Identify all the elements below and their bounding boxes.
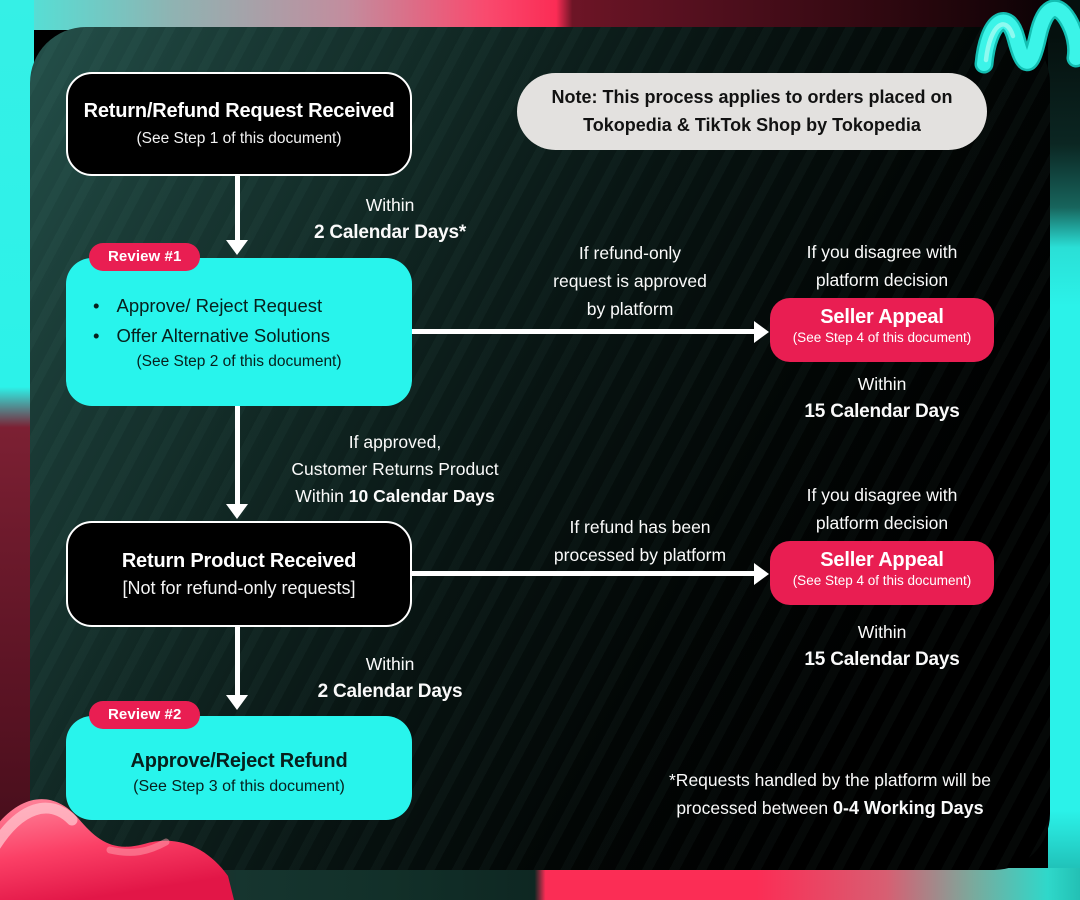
label-line-mixed: Within 10 Calendar Days xyxy=(295,486,495,506)
bullet-item: • Approve/ Reject Request xyxy=(93,291,412,321)
bullet-dot-icon: • xyxy=(93,325,100,346)
arrow-down-3 xyxy=(235,627,240,696)
frame-bottom-gradient xyxy=(0,868,1080,900)
label-within-2-days: Within 2 Calendar Days* xyxy=(313,195,467,243)
node-request-received: Return/Refund Request Received (See Step… xyxy=(66,72,412,176)
arrow-right-2-head xyxy=(754,563,769,585)
review-2-badge: Review #2 xyxy=(89,701,201,729)
arrow-right-2 xyxy=(412,571,756,576)
label-refund-only: If refund-only request is approved by pl… xyxy=(553,243,707,319)
review-1-bullet-list: • Approve/ Reject Request • Offer Alternat… xyxy=(66,291,412,351)
node-title: Return Product Received xyxy=(121,549,357,572)
arrow-down-2-head xyxy=(226,504,248,519)
frame-right-gradient xyxy=(1048,0,1080,900)
note-line-2: Tokopedia & TikTok Shop by Tokopedia xyxy=(583,114,921,135)
bullet-dot-icon: • xyxy=(93,295,100,316)
label-refund-processed: If refund has been processed by platform xyxy=(553,517,727,565)
appeal-subtitle: (See Step 4 of this document) xyxy=(792,573,972,588)
node-seller-appeal-1: Seller Appeal (See Step 4 of this docume… xyxy=(770,298,994,362)
arrow-right-1-head xyxy=(754,321,769,343)
review-2-subtitle: (See Step 3 of this document) xyxy=(133,778,345,795)
frame-left-gradient xyxy=(0,0,34,900)
review-2-title: Approve/Reject Refund xyxy=(130,750,348,772)
note-pill: Note: This process applies to orders pla… xyxy=(517,73,987,150)
bullet-item: • Offer Alternative Solutions xyxy=(93,321,412,351)
label-customer-returns: If approved, Customer Returns Product Wi… xyxy=(272,429,518,510)
node-review-1: Review #1 • Approve/ Reject Request • Offe… xyxy=(66,243,412,406)
node-return-received: Return Product Received [Not for refund-… xyxy=(66,521,412,627)
footnote-line-mixed: processed between 0-4 Working Days xyxy=(676,798,984,818)
arrow-down-1-head xyxy=(226,240,248,255)
label-within-2-days-2: Within 2 Calendar Days xyxy=(317,654,463,702)
node-review-2: Review #2 Approve/Reject Refund (See Ste… xyxy=(66,701,412,820)
appeal-subtitle: (See Step 4 of this document) xyxy=(792,330,972,345)
appeal-title: Seller Appeal xyxy=(820,306,944,328)
frame-top-gradient xyxy=(0,0,1080,30)
arrow-down-2 xyxy=(235,406,240,505)
arrow-down-1 xyxy=(235,176,240,241)
node-subtitle: (See Step 1 of this document) xyxy=(136,130,342,147)
arrow-down-3-head xyxy=(226,695,248,710)
label-within-15-days-2: Within 15 Calendar Days xyxy=(804,622,960,670)
node-seller-appeal-2: Seller Appeal (See Step 4 of this docume… xyxy=(770,541,994,605)
node-title: Return/Refund Request Received xyxy=(83,100,395,122)
label-disagree-1: If you disagree with platform decision xyxy=(806,242,958,290)
review-1-subtitle: (See Step 2 of this document) xyxy=(136,353,342,370)
appeal-title: Seller Appeal xyxy=(820,549,944,571)
note-line-1: Note: This process applies to orders pla… xyxy=(551,87,953,107)
label-within-15-days-1: Within 15 Calendar Days xyxy=(804,374,960,422)
label-disagree-2: If you disagree with platform decision xyxy=(806,485,958,533)
footnote: *Requests handled by the platform will b… xyxy=(635,766,1025,822)
review-1-badge: Review #1 xyxy=(89,243,201,271)
node-subtitle: [Not for refund-only requests] xyxy=(122,577,356,598)
arrow-right-1 xyxy=(412,329,756,334)
